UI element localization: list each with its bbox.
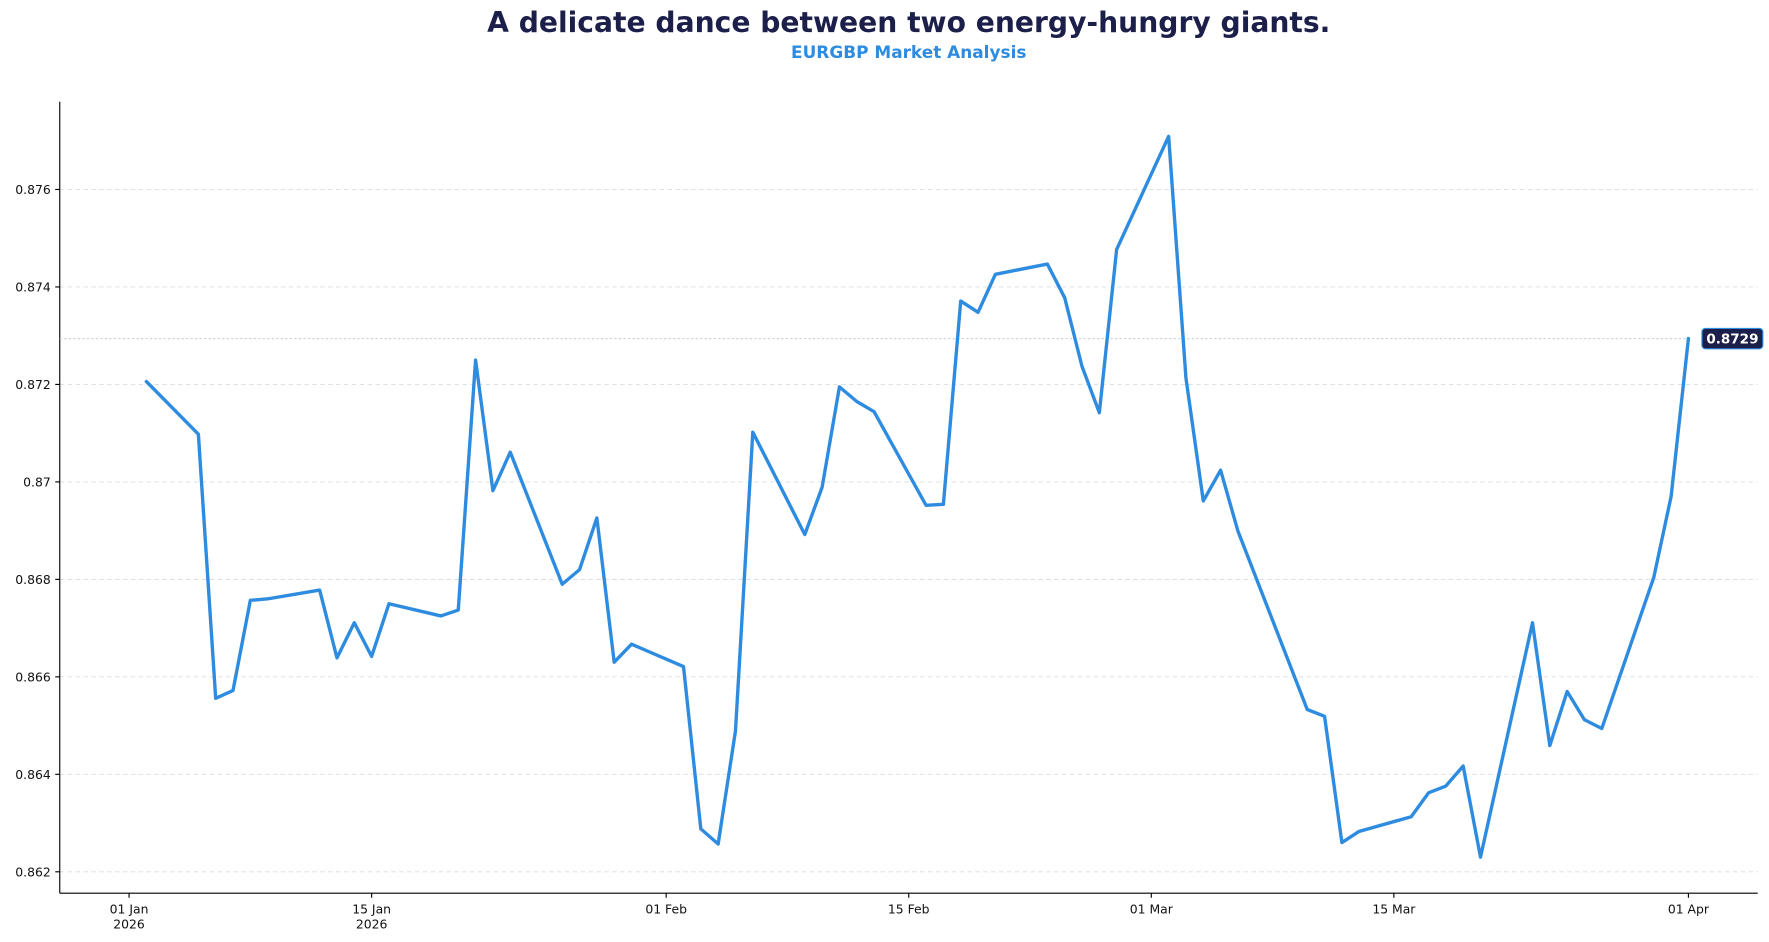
y-tick-label: 0.864 <box>15 767 51 782</box>
y-tick-label: 0.862 <box>15 864 50 879</box>
x-tick-label: 01 Jan 2026 <box>110 902 149 932</box>
x-tick-label: 01 Apr <box>1668 902 1710 917</box>
y-tick-label: 0.866 <box>15 669 51 684</box>
y-tick-label: 0.876 <box>15 182 51 197</box>
x-tick-label: 15 Feb <box>888 902 930 917</box>
x-tick-label: 15 Jan 2026 <box>352 902 391 932</box>
y-tick-label: 0.874 <box>15 279 51 294</box>
y-tick-label: 0.872 <box>15 377 50 392</box>
price-line <box>144 134 1691 859</box>
x-tick-label: 01 Mar <box>1130 902 1174 917</box>
y-tick-label: 0.87 <box>23 474 51 489</box>
chart-subtitle: EURGBP Market Analysis <box>791 42 1026 62</box>
value-label: 0.8729 <box>1706 332 1758 348</box>
chart-title: A delicate dance between two energy-hung… <box>487 6 1330 39</box>
value-label-box <box>1701 327 1764 350</box>
x-tick-label: 15 Mar <box>1372 902 1416 917</box>
x-tick-label: 01 Feb <box>645 902 687 917</box>
y-tick-label: 0.868 <box>15 572 51 587</box>
